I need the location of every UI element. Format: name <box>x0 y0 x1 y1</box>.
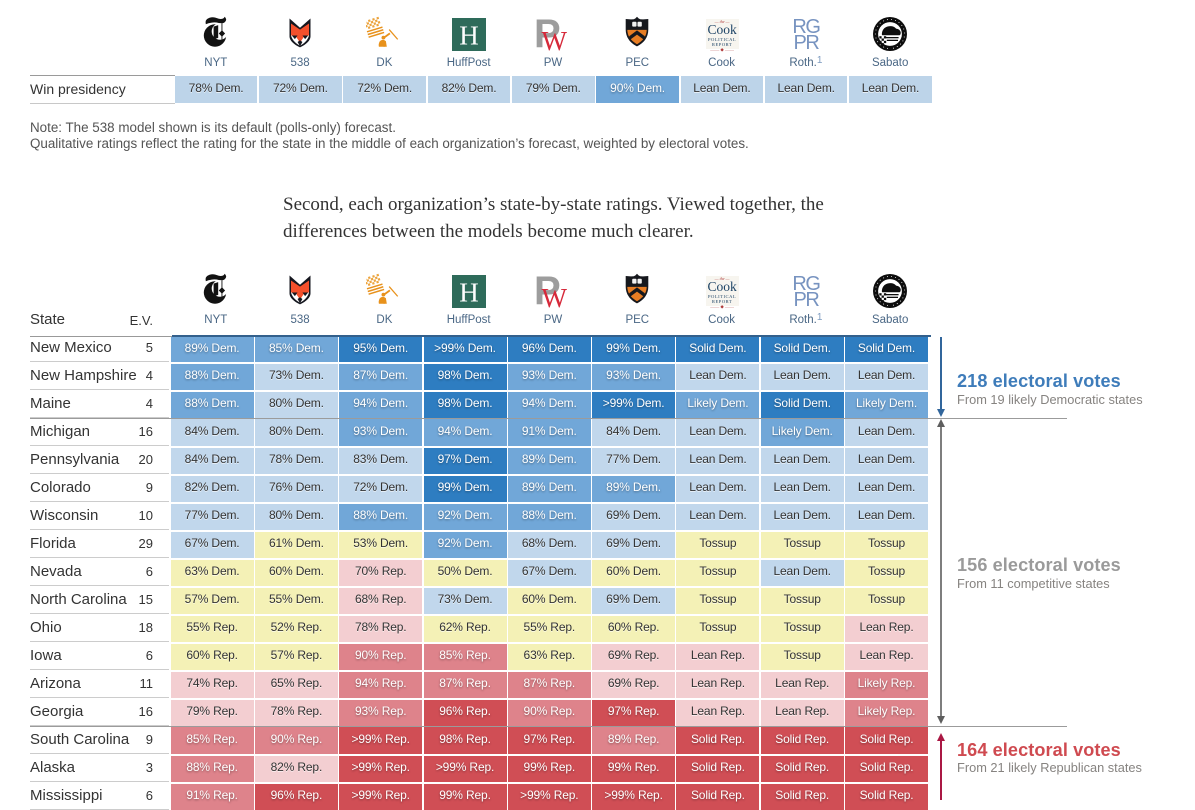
svg-text:H: H <box>459 21 479 51</box>
svg-text:W: W <box>542 26 568 51</box>
svg-text:H: H <box>459 278 479 308</box>
svg-text:W: W <box>542 283 568 308</box>
